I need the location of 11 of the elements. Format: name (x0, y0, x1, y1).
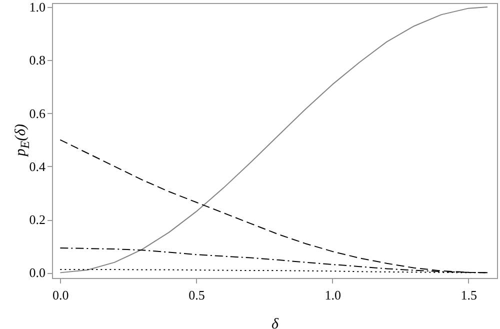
y-tick-label: 0.4 (29, 158, 46, 174)
y-tick-label: 0.2 (29, 212, 46, 228)
y-tick-label: 0.8 (29, 52, 46, 68)
x-axis-title: δ (272, 316, 280, 329)
x-tick-label: 0.0 (52, 288, 69, 302)
x-tick-label: 1.0 (324, 288, 341, 302)
y-tick-label: 1.0 (29, 0, 46, 14)
x-tick-label: 1.5 (460, 288, 478, 302)
y-tick-label: 0.6 (29, 106, 46, 121)
y-tick-label: 0.0 (29, 265, 46, 280)
x-tick-label: 0.5 (188, 288, 205, 302)
